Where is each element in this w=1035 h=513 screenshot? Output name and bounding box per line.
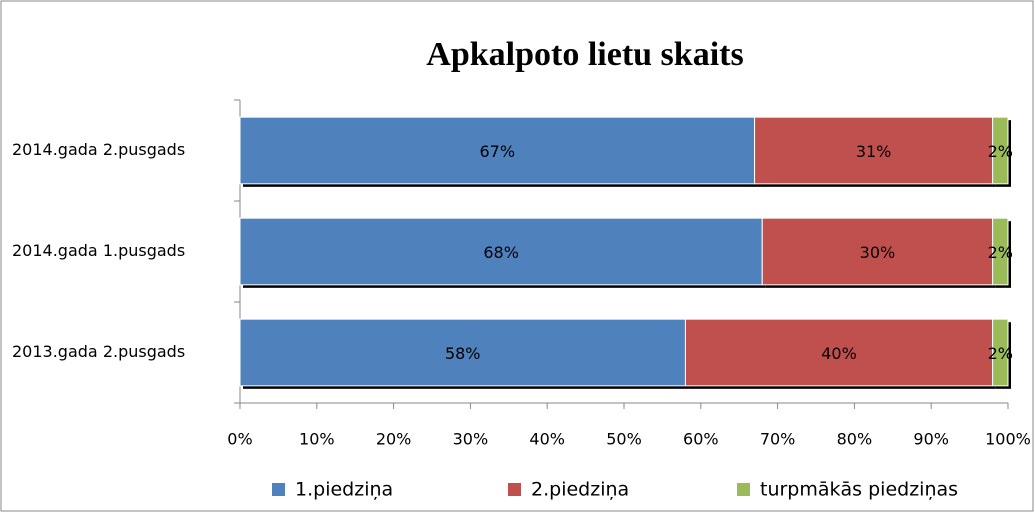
y-tick-label: 2014.gada 2.pusgads (12, 140, 185, 159)
data-label: 68% (483, 243, 519, 262)
x-tick-label: 0% (227, 430, 252, 449)
x-tick-label: 20% (376, 430, 412, 449)
y-tick-label: 2013.gada 2.pusgads (12, 342, 185, 361)
bar-segment (684, 318, 994, 387)
x-tick-label: 90% (913, 430, 949, 449)
data-label: 40% (821, 344, 857, 363)
x-tick-label: 60% (683, 430, 719, 449)
bar-segment (239, 318, 686, 387)
x-tick-label: 100% (985, 430, 1031, 449)
legend-swatch (508, 483, 521, 496)
x-tick-label: 80% (837, 430, 873, 449)
x-tick-label: 10% (299, 430, 335, 449)
legend-swatch (272, 483, 285, 496)
x-tick-label: 30% (453, 430, 489, 449)
legend-label: turpmākās piedziņas (760, 479, 958, 501)
x-tick-label: 50% (606, 430, 642, 449)
chart-title: Apkalpoto lietu skaits (426, 36, 743, 73)
data-label: 30% (860, 243, 896, 262)
data-label: 67% (479, 142, 515, 161)
bar-segment (992, 318, 1009, 387)
legend-label: 1.piedziņa (295, 479, 393, 501)
x-tick-label: 70% (760, 430, 796, 449)
bar-segment (992, 116, 1009, 185)
bar-segment (761, 217, 994, 286)
data-label: 58% (445, 344, 481, 363)
bar-segment (754, 116, 994, 185)
legend-swatch (737, 483, 750, 496)
bar-segment (992, 217, 1009, 286)
bar-segment (239, 116, 756, 185)
data-label: 31% (856, 142, 892, 161)
y-tick-label: 2014.gada 1.pusgads (12, 241, 185, 260)
data-label: 2% (988, 243, 1013, 262)
data-label: 2% (988, 344, 1013, 363)
bar-segment (239, 217, 763, 286)
legend-label: 2.piedziņa (531, 479, 629, 501)
data-label: 2% (988, 142, 1013, 161)
x-tick-label: 40% (529, 430, 565, 449)
